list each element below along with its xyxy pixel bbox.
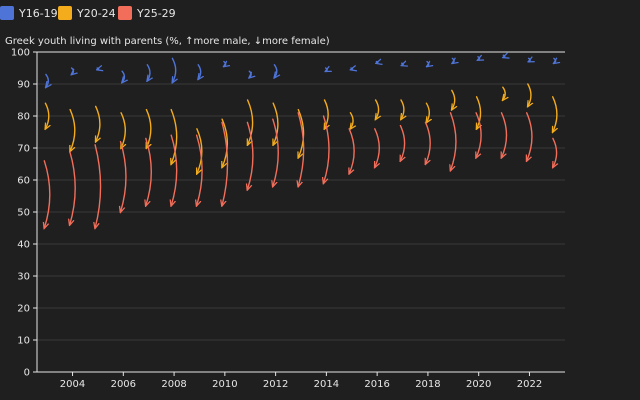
arrow-y25-29-2007 (146, 137, 152, 205)
x-tick-label-2010: 2010 (212, 379, 237, 390)
arrow-y16-19-2023 (554, 58, 556, 63)
y-tick-label-10: 10 (17, 336, 30, 347)
arrow-y16-19-2007 (147, 64, 150, 81)
y-tick-label-100: 100 (11, 48, 30, 59)
arrow-y25-29-2013 (298, 112, 305, 187)
arrow-y20-24-2021 (503, 86, 505, 100)
arrow-y16-19-2015 (351, 68, 353, 70)
arrow-y20-24-2008 (171, 108, 178, 164)
arrow-y20-24-2017 (401, 99, 404, 119)
legend-swatch-y25-29[interactable] (118, 6, 132, 20)
y-tick-label-80: 80 (17, 112, 30, 123)
legend-swatch-y16-19[interactable] (0, 6, 14, 20)
y-tick-label-30: 30 (17, 272, 30, 283)
arrow-y25-29-2006 (121, 140, 127, 212)
arrow-y25-29-2011 (247, 121, 254, 189)
arrow-y20-24-2013 (298, 108, 305, 158)
arrow-y16-19-2008 (172, 57, 175, 82)
x-tick-label-2004: 2004 (60, 379, 85, 390)
arrow-y25-29-2020 (476, 112, 482, 158)
arrow-marks (44, 55, 557, 228)
x-axis: 2004 2006 2008 2010 2012 2014 2016 2018 2020 2022 (37, 371, 565, 390)
arrow-y20-24-2014 (325, 99, 329, 129)
arrow-y25-29-2012 (273, 118, 279, 186)
arrow-y16-19-2019 (452, 58, 454, 63)
arrow-y25-29-2005 (95, 144, 102, 228)
arrow-y20-24-2016 (376, 99, 379, 119)
arrow-y20-24-2011 (248, 99, 254, 145)
legend-swatch-y20-24[interactable] (58, 6, 72, 20)
arrow-y25-29-2008 (171, 134, 178, 205)
arrow-y20-24-2020 (477, 96, 481, 129)
arrow-y20-24-2019 (452, 89, 455, 109)
arrow-y20-24-2018 (426, 102, 429, 122)
arrow-y20-24-2005 (96, 105, 100, 141)
legend-label-y25-29: Y25-29 (136, 7, 176, 20)
y-tick-label-40: 40 (17, 240, 30, 251)
legend-label-y16-19: Y16-19 (18, 7, 58, 20)
x-tick-label-2012: 2012 (263, 379, 288, 390)
x-tick-label-2006: 2006 (111, 379, 136, 390)
arrow-y25-29-2022 (527, 112, 533, 161)
arrow-y20-24-2003 (45, 102, 48, 129)
x-tick-label-2020: 2020 (466, 379, 491, 390)
arrow-y16-19-2009 (198, 64, 201, 79)
arrow-y20-24-2010 (222, 118, 229, 167)
y-tick-label-50: 50 (17, 208, 30, 219)
arrow-y25-29-2003 (44, 160, 51, 228)
legend: Y16-19 Y20-24 Y25-29 (0, 6, 176, 20)
y-tick-label-0: 0 (24, 368, 30, 379)
y-axis: 0 10 20 30 40 50 60 70 80 90 100 (11, 48, 38, 379)
series-y25-29 (44, 112, 557, 228)
arrow-y20-24-2015 (350, 112, 353, 129)
legend-label-y20-24: Y20-24 (76, 7, 116, 20)
arrow-y25-29-2014 (324, 115, 330, 183)
arrow-y25-29-2023 (553, 137, 557, 167)
arrow-y16-19-2012 (274, 64, 276, 78)
arrow-y16-19-2018 (427, 62, 429, 67)
y-tick-label-70: 70 (17, 144, 30, 155)
arrow-y25-29-2019 (451, 112, 457, 171)
arrow-y16-19-2003 (46, 73, 48, 87)
arrow-y16-19-2016 (376, 62, 377, 64)
arrow-y25-29-2004 (70, 150, 76, 225)
arrow-y25-29-2009 (197, 134, 203, 205)
series-y16-19 (46, 55, 556, 87)
chart-title: Greek youth living with parents (%, ↑mor… (5, 36, 330, 47)
arrow-y25-29-2016 (375, 128, 380, 167)
x-tick-label-2022: 2022 (517, 379, 542, 390)
arrow-y16-19-2011 (249, 70, 251, 77)
arrow-y20-24-2009 (197, 128, 203, 174)
arrow-y16-19-2022 (529, 58, 531, 61)
gridlines (37, 51, 565, 373)
arrow-y25-29-2017 (400, 124, 404, 161)
arrow-y20-24-2006 (121, 112, 125, 148)
arrow-y25-29-2018 (426, 121, 431, 164)
x-tick-label-2016: 2016 (364, 379, 389, 390)
arrow-y16-19-2004 (72, 67, 74, 74)
x-tick-label-2008: 2008 (161, 379, 186, 390)
y-tick-label-90: 90 (17, 80, 30, 91)
x-tick-label-2018: 2018 (415, 379, 440, 390)
arrow-y25-29-2010 (222, 121, 229, 205)
arrow-y20-24-2023 (553, 96, 557, 132)
arrow-y16-19-2021 (503, 55, 505, 57)
arrow-y25-29-2015 (349, 128, 355, 174)
arrow-y16-19-2020 (478, 57, 480, 60)
arrow-y16-19-2017 (402, 63, 404, 65)
arrow-y16-19-2005 (97, 68, 98, 70)
x-tick-label-2014: 2014 (314, 379, 339, 390)
arrow-y20-24-2012 (273, 102, 279, 145)
y-tick-label-60: 60 (17, 176, 30, 187)
arrow-y16-19-2006 (122, 70, 124, 82)
arrow-y25-29-2021 (502, 112, 508, 158)
arrow-y20-24-2004 (70, 108, 76, 152)
arrow-y20-24-2022 (528, 83, 531, 106)
arrow-y16-19-2010 (224, 62, 226, 67)
y-tick-label-20: 20 (17, 304, 30, 315)
arrow-y16-19-2014 (326, 68, 328, 71)
